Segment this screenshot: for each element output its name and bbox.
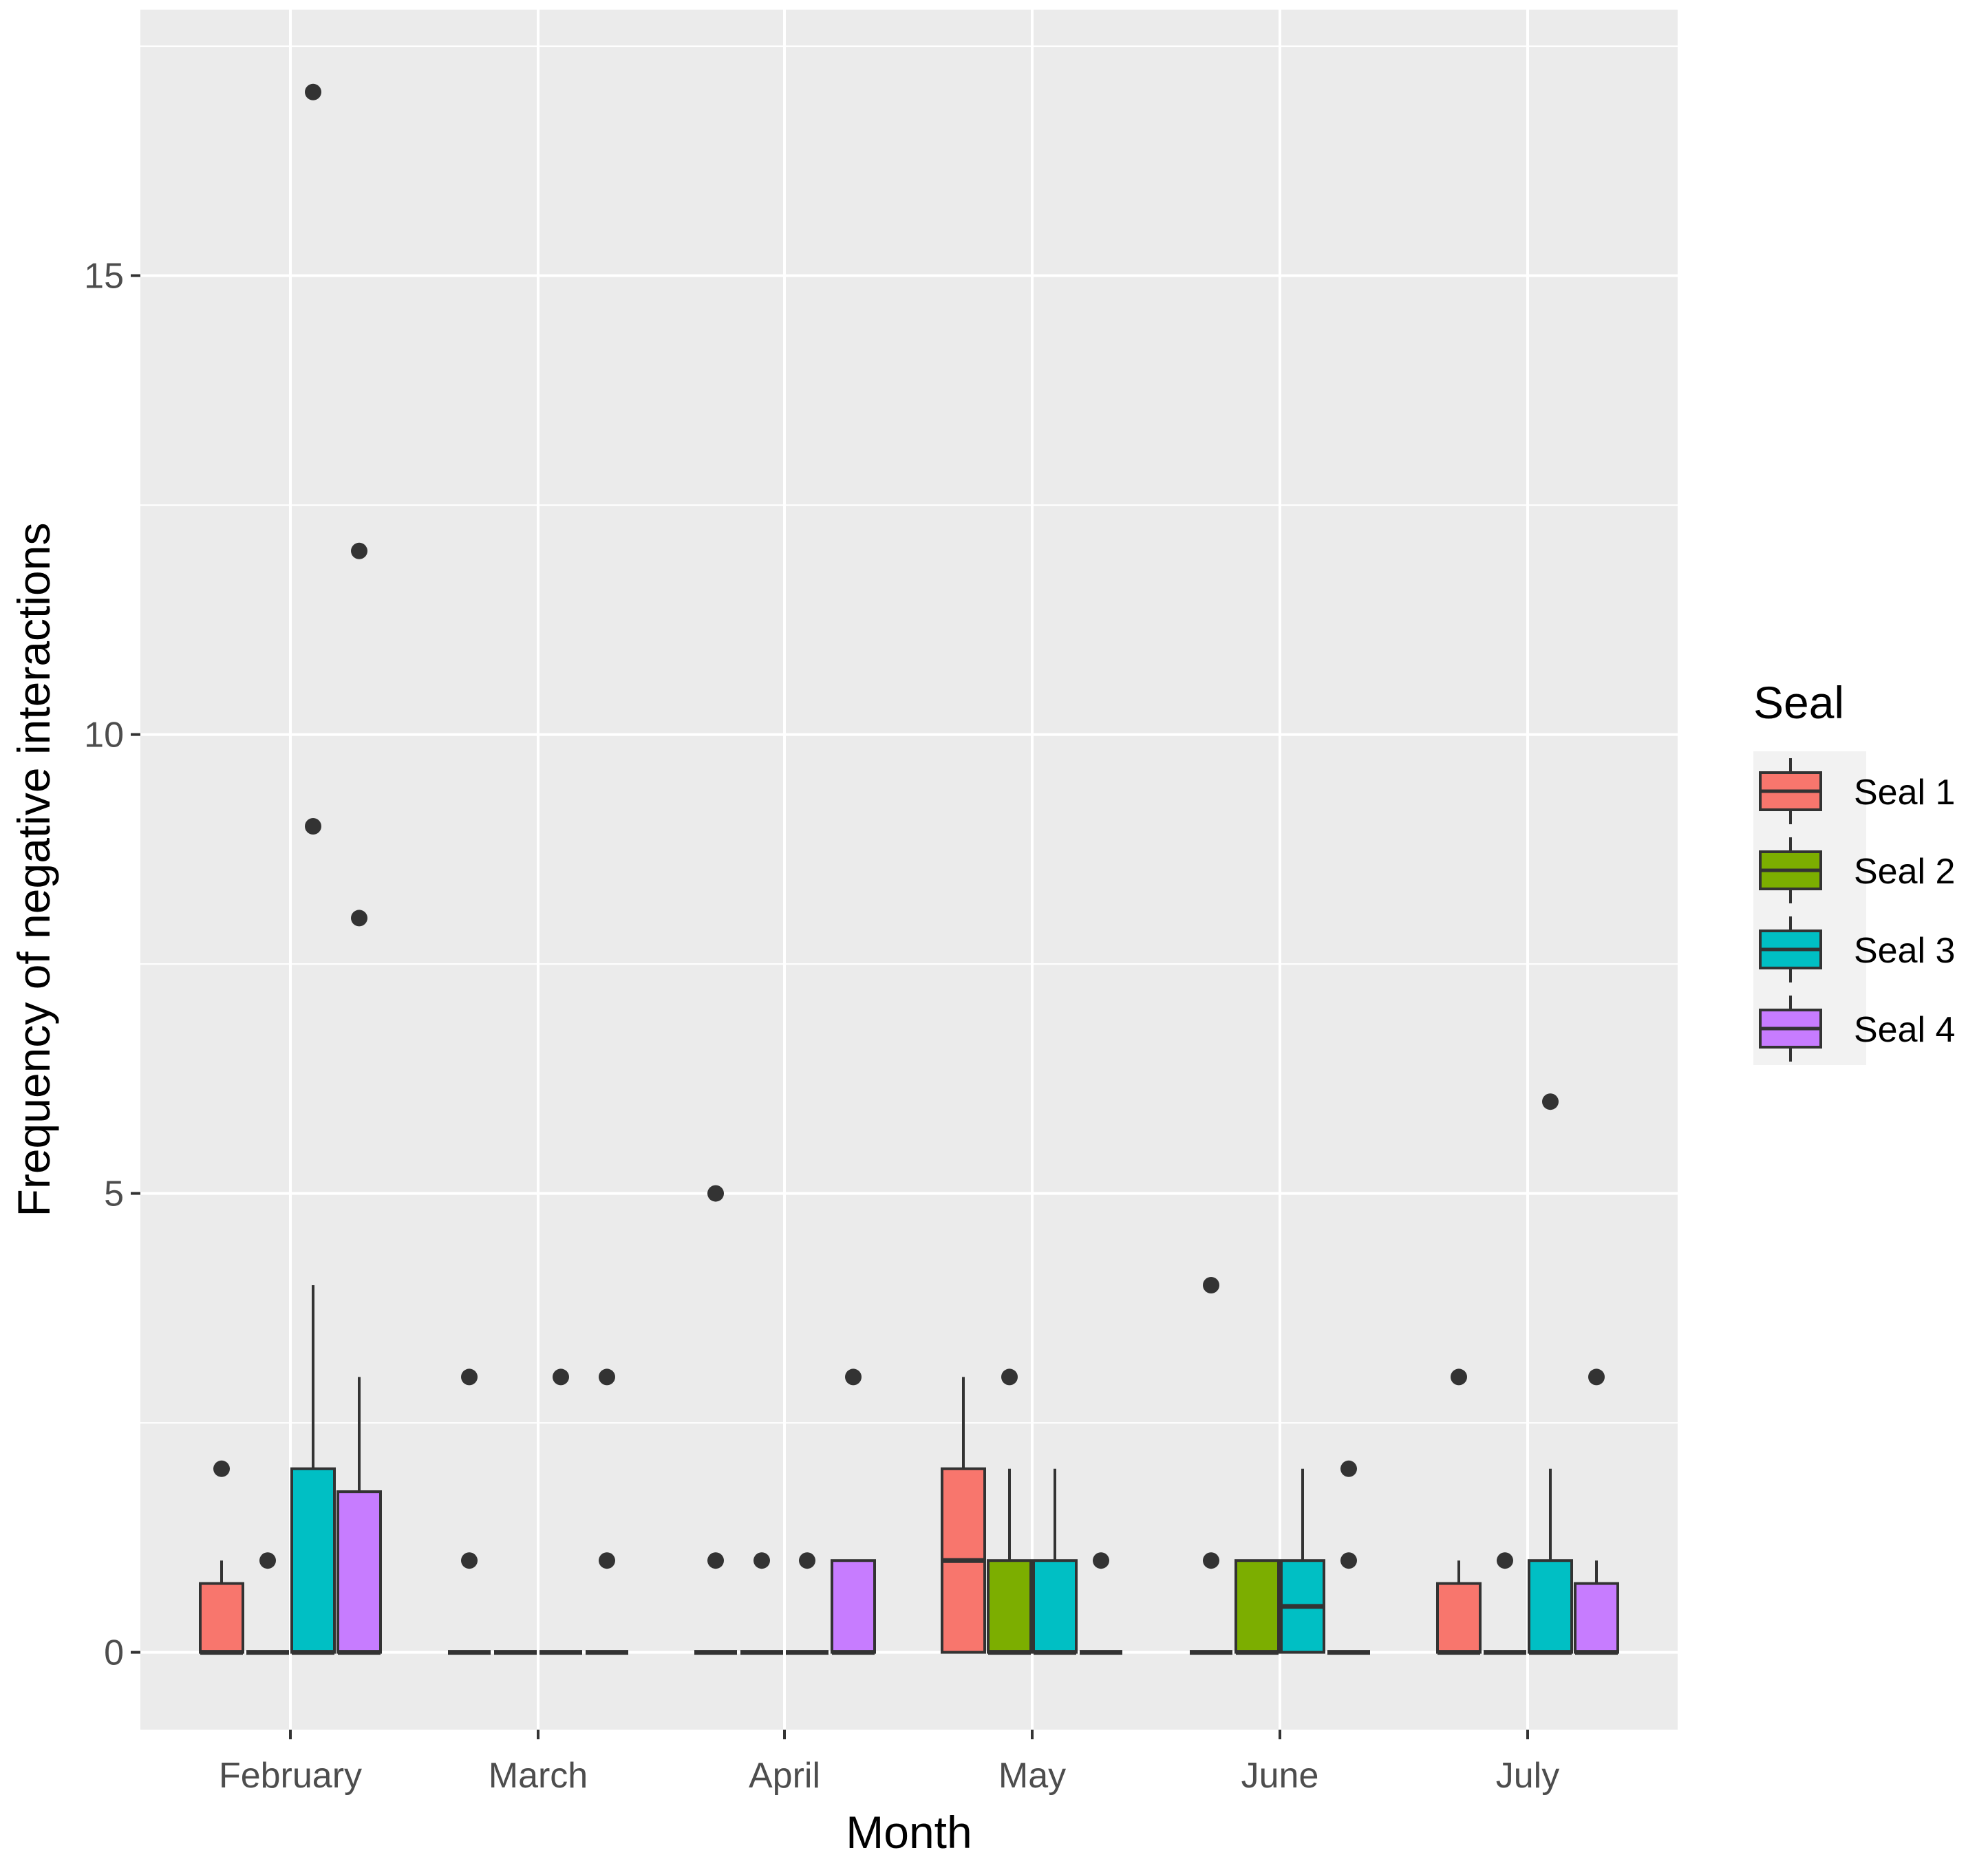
legend-key-seal-1	[1759, 758, 1822, 824]
y-axis: 0 5 10 15	[84, 257, 140, 1673]
box	[1032, 1559, 1078, 1654]
boxplot-seal-1-july	[1436, 1368, 1482, 1655]
outlier-point	[351, 542, 367, 559]
outlier-point	[1451, 1368, 1467, 1386]
outlier-point	[1497, 1552, 1513, 1569]
boxplot-seal-3-july	[1528, 1093, 1573, 1655]
box	[1436, 1582, 1482, 1654]
legend-key-seal-2	[1759, 837, 1822, 903]
y-tick-label: 15	[84, 257, 124, 297]
boxplot-seal-4-june	[1327, 1460, 1370, 1655]
y-axis-title: Frequency of negative interactions	[8, 523, 59, 1217]
legend-label: Seal 4	[1854, 1010, 1955, 1050]
boxplot-seal-4-april	[831, 1368, 876, 1655]
boxplot-seal-3-may	[1032, 1468, 1078, 1655]
boxplot-seal-1-april	[694, 1185, 737, 1655]
outlier-point	[305, 818, 321, 835]
box	[199, 1582, 244, 1654]
outlier-point	[461, 1552, 478, 1569]
boxplot-seal-3-february	[290, 83, 336, 1655]
box-layer	[199, 83, 1619, 1655]
y-tick-label: 5	[104, 1174, 124, 1214]
outlier-point	[753, 1552, 770, 1569]
x-tick-label: May	[998, 1756, 1066, 1796]
outlier-point	[305, 83, 321, 100]
x-tick-label: February	[219, 1756, 362, 1796]
box	[1574, 1582, 1619, 1654]
y-tick-label: 10	[84, 716, 124, 755]
major-gridlines	[140, 10, 1678, 1730]
boxplot-seal-3-march	[539, 1368, 582, 1655]
outlier-point	[799, 1552, 815, 1569]
outlier-point	[1203, 1552, 1219, 1569]
boxplot-seal-2-february	[246, 1552, 289, 1655]
legend-label: Seal 1	[1854, 773, 1955, 813]
outlier-point	[1203, 1277, 1219, 1293]
outlier-point	[599, 1368, 615, 1386]
legend-title: Seal	[1753, 677, 1844, 728]
outlier-point	[259, 1552, 276, 1569]
outlier-point	[1542, 1093, 1559, 1110]
x-axis: February March April May June July	[219, 1730, 1559, 1796]
legend-key-seal-3	[1759, 916, 1822, 982]
boxplot-seal-3-june	[1280, 1468, 1325, 1654]
outlier-point	[707, 1552, 724, 1569]
x-axis-title: Month	[846, 1807, 972, 1858]
box	[987, 1559, 1032, 1654]
boxplot-seal-2-april	[740, 1552, 783, 1655]
box	[290, 1467, 336, 1654]
boxplot-seal-4-march	[586, 1368, 628, 1655]
boxplot-seal-1-february	[199, 1460, 244, 1655]
x-tick-label: July	[1496, 1756, 1559, 1796]
minor-gridlines	[140, 45, 1678, 1424]
x-tick-label: April	[749, 1756, 820, 1796]
outlier-point	[461, 1368, 478, 1386]
outlier-point	[213, 1460, 230, 1477]
box	[831, 1559, 876, 1654]
outlier-point	[1340, 1460, 1357, 1477]
boxplot-seal-4-february	[336, 542, 382, 1655]
outlier-point	[1093, 1552, 1109, 1569]
legend-label: Seal 2	[1854, 852, 1955, 892]
outlier-point	[351, 910, 367, 927]
x-tick-label: June	[1241, 1756, 1319, 1796]
outlier-point	[553, 1368, 569, 1386]
x-tick-label: March	[489, 1756, 588, 1796]
boxplot-seal-2-may	[987, 1368, 1032, 1655]
boxplot-seal-1-march	[448, 1368, 491, 1655]
legend-key-seal-4	[1759, 996, 1822, 1062]
box	[1528, 1559, 1573, 1654]
outlier-point	[1588, 1368, 1605, 1386]
boxplot-seal-2-june	[1235, 1559, 1280, 1655]
boxplot-seal-3-april	[786, 1552, 829, 1655]
boxplot-seal-2-july	[1484, 1552, 1526, 1655]
boxplot-seal-4-may	[1080, 1552, 1122, 1655]
outlier-point	[599, 1552, 615, 1569]
y-tick-label: 0	[104, 1633, 124, 1673]
outlier-point	[845, 1368, 862, 1386]
boxplot-seal-4-july	[1574, 1368, 1619, 1655]
boxplot-seal-1-june	[1190, 1277, 1232, 1655]
outlier-point	[1001, 1368, 1018, 1386]
boxplot-seal-1-may	[941, 1377, 986, 1654]
outlier-point	[707, 1185, 724, 1202]
outlier-point	[1340, 1552, 1357, 1569]
panel-background	[140, 10, 1678, 1730]
legend: Seal Seal 1 Seal 2 Seal 3 Seal 4	[1753, 677, 1955, 1065]
box	[1235, 1559, 1280, 1654]
box	[336, 1490, 382, 1654]
legend-label: Seal 3	[1854, 931, 1955, 971]
